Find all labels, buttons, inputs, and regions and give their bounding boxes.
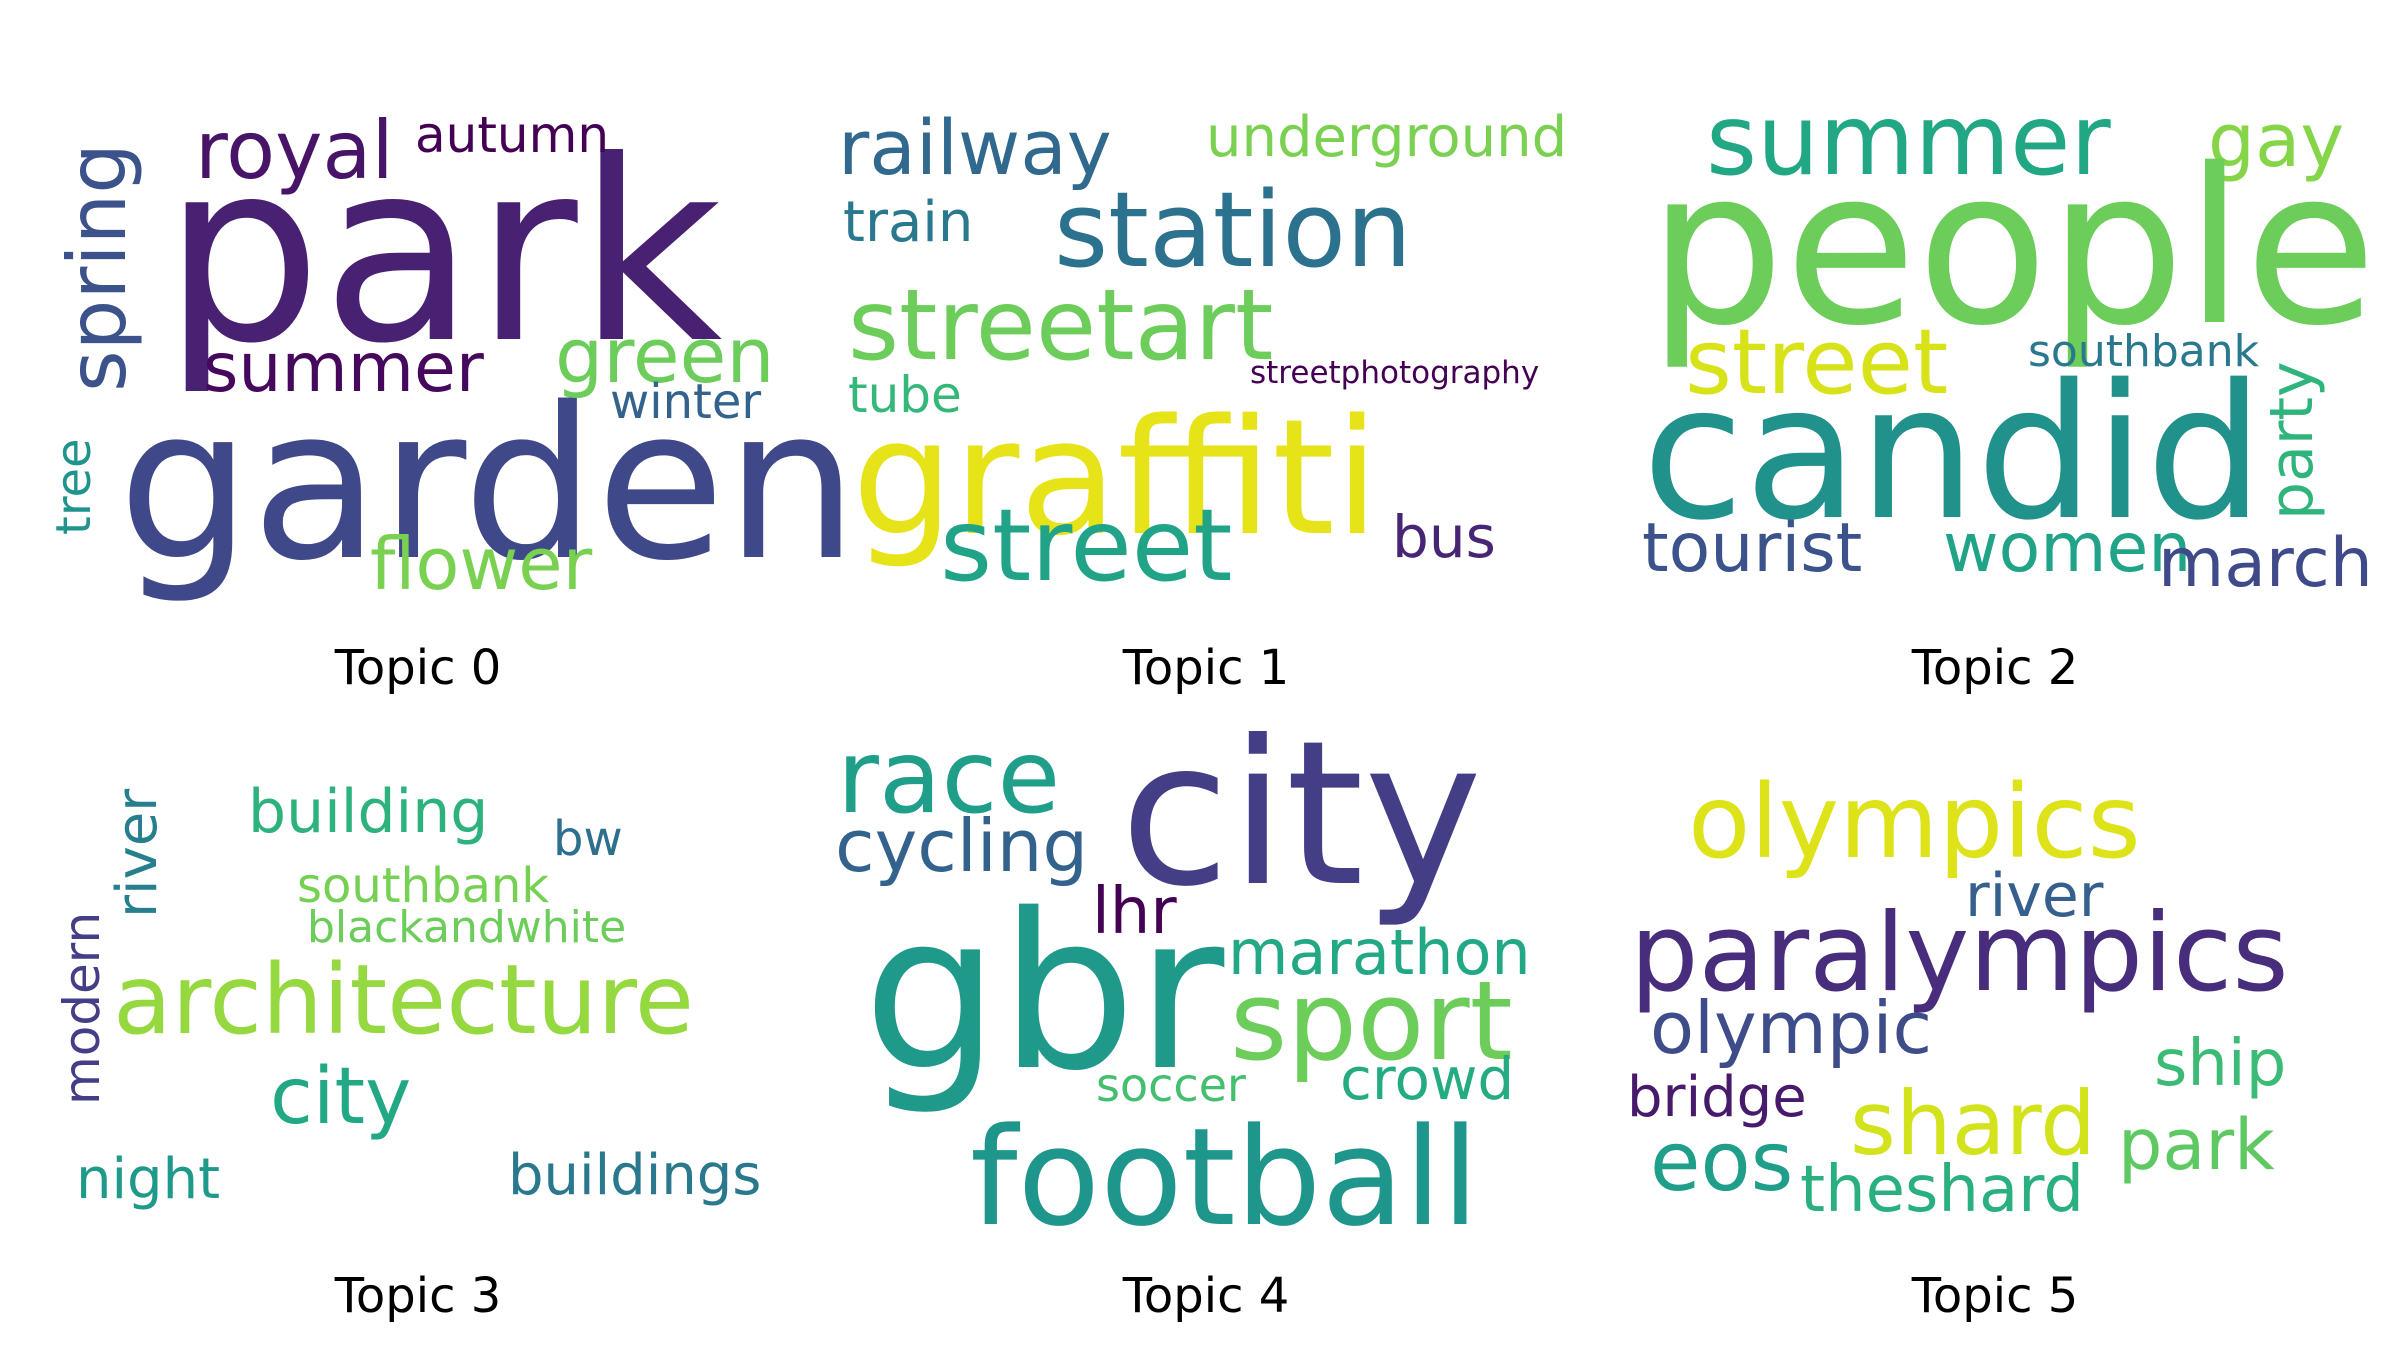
word-streetphotography: streetphotography — [1250, 355, 1540, 391]
word-green: green — [555, 311, 775, 400]
word-underground: underground — [1206, 105, 1568, 170]
word-blackandwhite: blackandwhite — [307, 902, 627, 953]
topic-5-caption: Topic 5 — [1911, 1268, 2079, 1324]
topic-2-caption: Topic 2 — [1911, 640, 2079, 696]
word-gay: gay — [2208, 98, 2345, 184]
word-night: night — [76, 1147, 221, 1212]
word-graffiti: graffiti — [852, 384, 1380, 571]
topic-0-caption: Topic 0 — [334, 640, 502, 696]
word-cycling: cycling — [835, 804, 1089, 888]
word-garden: garden — [118, 362, 859, 607]
word-theshard: theshard — [1800, 1153, 2084, 1227]
word-race: race — [837, 718, 1061, 837]
word-bw: bw — [553, 811, 623, 867]
word-soccer: soccer — [1096, 1058, 1246, 1112]
word-railway: railway — [838, 103, 1112, 192]
word-bridge: bridge — [1627, 1065, 1807, 1130]
word-tube: tube — [848, 366, 962, 424]
word-candid: candid — [1642, 344, 2264, 561]
word-marathon: marathon — [1228, 916, 1531, 989]
word-flower: flower — [370, 522, 593, 606]
word-ship: ship — [2154, 1027, 2287, 1101]
word-football: football — [970, 1099, 1480, 1256]
word-lhr: lhr — [1092, 875, 1177, 949]
word-summer: summer — [203, 329, 484, 408]
word-paralympics: paralympics — [1630, 891, 2289, 1016]
word-tourist: tourist — [1642, 509, 1863, 588]
word-shard: shard — [1850, 1072, 2097, 1175]
word-southbank: southbank — [2028, 326, 2260, 377]
word-autumn: autumn — [415, 106, 610, 164]
word-park: park — [2118, 1104, 2275, 1186]
word-architecture: architecture — [113, 944, 694, 1056]
word-summer: summer — [1706, 84, 2111, 198]
topic-3-caption: Topic 3 — [334, 1268, 502, 1324]
word-city: city — [270, 1052, 412, 1142]
word-royal: royal — [195, 104, 394, 197]
word-women: women — [1943, 509, 2192, 588]
word-bus: bus — [1392, 503, 1496, 571]
word-march: march — [2158, 524, 2373, 603]
word-streetart: streetart — [848, 269, 1274, 383]
word-building: building — [248, 777, 489, 847]
word-city: city — [1120, 698, 1483, 931]
word-winter: winter — [610, 374, 762, 430]
word-crowd: crowd — [1340, 1045, 1515, 1113]
word-southbank: southbank — [297, 858, 550, 914]
topic-1-caption: Topic 1 — [1122, 640, 1290, 696]
word-olympic: olympic — [1650, 986, 1933, 1070]
word-olympics: olympics — [1688, 763, 2141, 882]
topic-4-caption: Topic 4 — [1122, 1268, 1290, 1324]
word-river: river — [1965, 861, 2104, 931]
word-street: street — [1685, 310, 1949, 415]
word-train: train — [843, 190, 974, 255]
word-eos: eos — [1650, 1115, 1794, 1210]
word-people: people — [1648, 122, 2377, 373]
word-sport: sport — [1230, 957, 1513, 1085]
word-station: station — [1054, 169, 1412, 291]
word-gbr: gbr — [863, 867, 1225, 1118]
word-street: street — [940, 487, 1233, 604]
word-buildings: buildings — [508, 1143, 762, 1208]
word-park: park — [163, 107, 723, 398]
